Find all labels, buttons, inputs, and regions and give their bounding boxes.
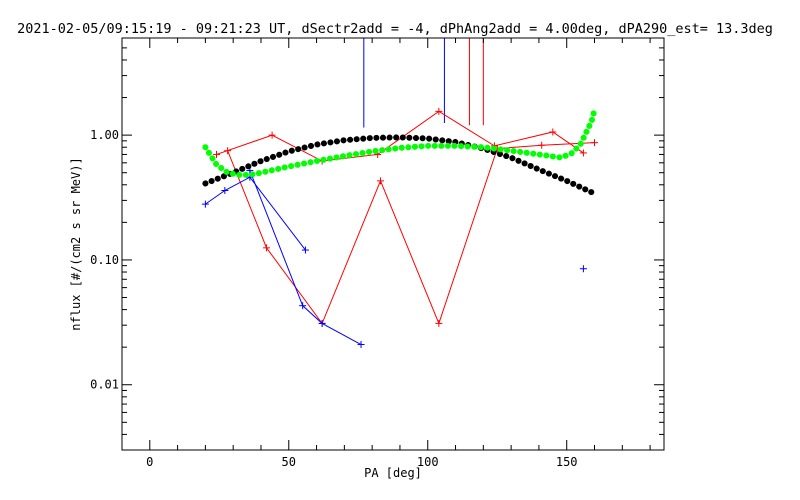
- dotted-fit-curve: [202, 106, 598, 178]
- axes-layer: 0 50 100 150 0.01 0.10 1.00: [90, 37, 664, 469]
- series-line: [205, 176, 306, 251]
- series-line: [216, 110, 584, 162]
- x-tick-label: 100: [417, 455, 439, 469]
- plot-frame: [121, 37, 665, 451]
- y-tick-label: 1.00: [90, 128, 119, 142]
- series-layer: [201, 38, 599, 349]
- x-tick-label: 150: [556, 455, 578, 469]
- series-line: [249, 170, 362, 345]
- dotted-fit-curve: [202, 134, 598, 197]
- y-tick-label: 0.01: [90, 378, 119, 392]
- x-tick-label: 0: [146, 455, 153, 469]
- x-axis-label: PA [deg]: [364, 466, 422, 480]
- y-tick-label: 0.10: [90, 253, 119, 267]
- chart-title: 2021-02-05/09:15:19 - 09:21:23 UT, dSect…: [17, 21, 773, 37]
- y-axis-label: nflux [#/(cm2 s sr MeV)]: [69, 157, 83, 330]
- series-line: [227, 142, 595, 325]
- x-tick-label: 50: [282, 455, 296, 469]
